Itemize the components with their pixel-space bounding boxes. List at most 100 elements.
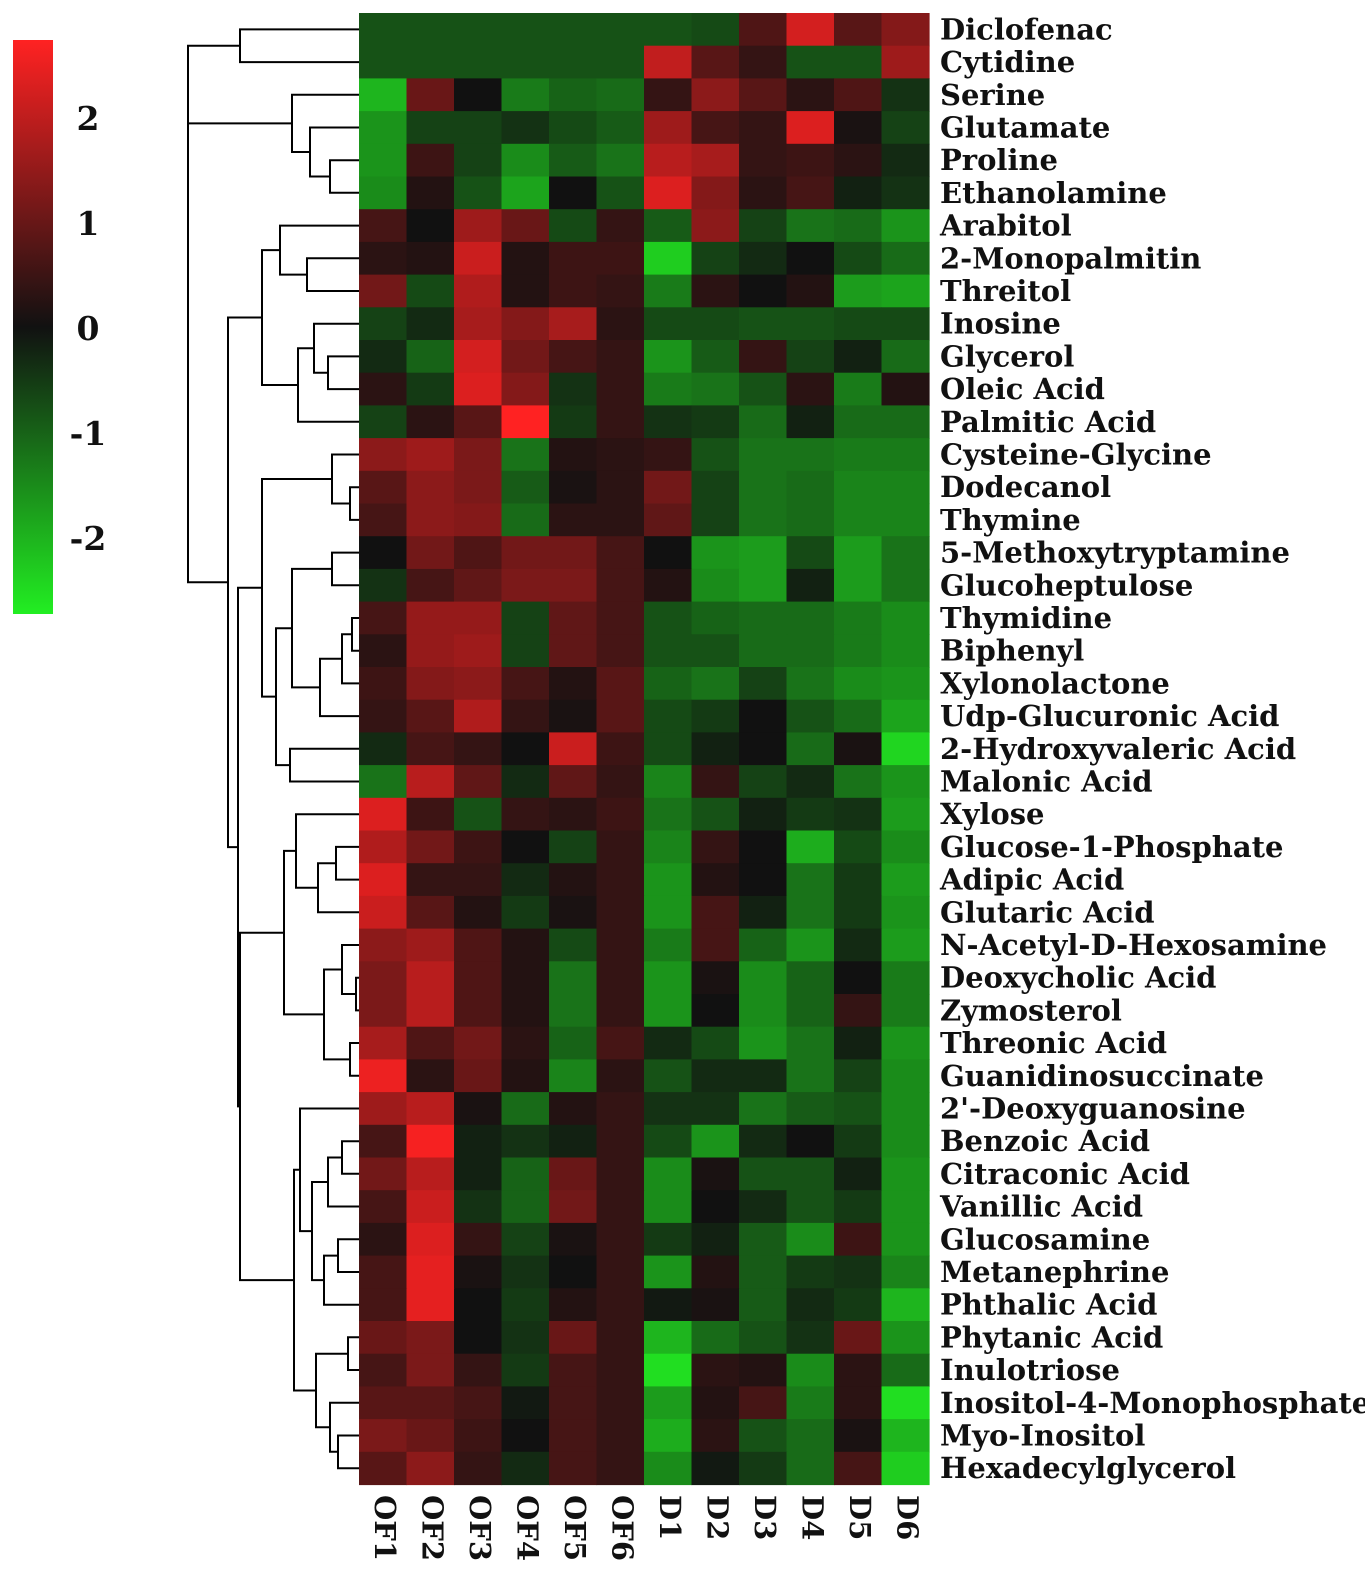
cell-serine-d6 [881,78,930,112]
cell-phthalic-acid-d4 [786,1288,835,1322]
cell-inosine-d4 [786,307,835,341]
cell-arabitol-of1 [359,209,408,243]
cell-vanillic-acid-of4 [501,1190,550,1224]
col-label-of6: OF6 [605,1495,639,1561]
dendrogram-branch [309,126,359,178]
dendrogram-branch [331,453,359,505]
cell-arabitol-d1 [644,209,693,243]
cell-citraconic-acid-of6 [596,1157,645,1191]
cell-thymidine-d1 [644,601,693,635]
row-label-myo-inositol: Myo-Inositol [940,1419,1145,1453]
row-label-serine: Serine [940,78,1045,112]
cell-threonic-acid-d1 [644,1026,693,1060]
dendrogram-branch [329,159,359,194]
cell-arabitol-d3 [739,209,788,243]
cell-inulotriose-of2 [406,1353,455,1387]
cell-palmitic-acid-d6 [881,405,930,439]
cell-deoxycholic-acid-of2 [406,961,455,995]
cell-benzoic-acid-d3 [739,1124,788,1159]
cell-myo-inositol-of1 [359,1419,408,1453]
cell-metanephrine-d6 [881,1255,930,1289]
cell-zymosterol-of3 [454,994,503,1028]
cell-dodecanol-of4 [501,470,550,505]
cell-thymidine-d3 [739,601,788,635]
cell-glucose-1-phosphate-d4 [786,830,835,864]
cell-oleic-acid-of6 [596,372,645,406]
cell-threitol-d2 [691,274,740,308]
cell-xylose-d1 [644,797,693,832]
cell-xylonolactone-of4 [501,667,550,701]
cell-metanephrine-of2 [406,1255,455,1289]
cell-phytanic-acid-d4 [786,1321,835,1355]
cell-thymidine-of6 [596,601,645,635]
cell-inositol-4-monophosphate-of2 [406,1386,455,1420]
cell-biphenyl-d4 [786,634,835,668]
row-label-biphenyl: Biphenyl [940,634,1084,668]
cell-malonic-acid-d6 [881,765,930,799]
cell-oleic-acid-of5 [549,372,598,406]
row-label-xylonolactone: Xylonolactone [940,666,1170,700]
cell-dodecanol-of1 [359,470,408,505]
cell-benzoic-acid-d4 [786,1124,835,1159]
cell-guanidinosuccinate-of3 [454,1059,503,1093]
cell-benzoic-acid-of1 [359,1124,408,1159]
cell-metanephrine-d1 [644,1255,693,1289]
cell-glucose-1-phosphate-of3 [454,830,503,864]
cell-biphenyl-d1 [644,634,693,668]
cell-hexadecylglycerol-of1 [359,1451,408,1486]
cell-5-methoxytryptamine-of2 [406,536,455,570]
cell-inositol-4-monophosphate-of3 [454,1386,503,1420]
cell-guanidinosuccinate-d6 [881,1059,930,1093]
dendrogram-branch [227,316,262,849]
color-legend-ticks: 2 1 0 -1 -2 [70,99,107,558]
cell-glucoheptulose-of1 [359,568,408,603]
cell-udp-glucuronic-acid-d3 [739,699,788,733]
legend-tick-label: 0 [77,309,100,348]
cell-citraconic-acid-d4 [786,1157,835,1191]
cell-5-methoxytryptamine-of5 [549,536,598,570]
cell-metanephrine-of3 [454,1255,503,1289]
cell-udp-glucuronic-acid-of3 [454,699,503,733]
cell-arabitol-of6 [596,209,645,243]
cell-vanillic-acid-of1 [359,1190,408,1224]
cell-proline-of4 [501,143,550,178]
cell-inulotriose-of6 [596,1353,645,1387]
cell-ethanolamine-of6 [596,176,645,210]
cell-phthalic-acid-of5 [549,1288,598,1322]
cell-arabitol-d2 [691,209,740,243]
cell-inositol-4-monophosphate-d2 [691,1386,740,1420]
cell-glucose-1-phosphate-d1 [644,830,693,864]
row-label-xylose: Xylose [940,797,1045,831]
cell-phthalic-acid-of1 [359,1288,408,1322]
cell-glutaric-acid-d3 [739,895,788,930]
cell-myo-inositol-d1 [644,1419,693,1453]
cell-inosine-of3 [454,307,503,341]
cell-udp-glucuronic-acid-of4 [501,699,550,733]
cell-glutaric-acid-d4 [786,895,835,930]
cell-palmitic-acid-d5 [834,405,883,439]
cell-adipic-acid-of4 [501,863,550,897]
row-label-oleic-acid: Oleic Acid [940,372,1105,406]
cell-n-acetyl-d-hexosamine-of2 [406,928,455,962]
heatmap-cells [359,13,930,1486]
cell-5-methoxytryptamine-of3 [454,536,503,570]
cell-myo-inositol-d5 [834,1419,883,1453]
dendrogram-branch [299,1107,359,1233]
cell-inositol-4-monophosphate-of6 [596,1386,645,1420]
dendrogram-branch [337,1434,359,1470]
cell-glucoheptulose-d3 [739,568,788,603]
cell-glutaric-acid-d5 [834,895,883,930]
cell-2-deoxyguanosine-d5 [834,1092,883,1126]
cell-xylonolactone-of3 [454,667,503,701]
cell-threonic-acid-of6 [596,1026,645,1060]
cell-phthalic-acid-d3 [739,1288,788,1322]
cell-thymine-of1 [359,503,408,537]
cell-biphenyl-of6 [596,634,645,668]
row-label-2-monopalmitin: 2-Monopalmitin [940,241,1201,275]
cell-deoxycholic-acid-of6 [596,961,645,995]
row-label-glycerol: Glycerol [940,339,1074,373]
cell-deoxycholic-acid-of5 [549,961,598,995]
cell-glutaric-acid-of3 [454,895,503,930]
cell-dodecanol-of5 [549,470,598,505]
